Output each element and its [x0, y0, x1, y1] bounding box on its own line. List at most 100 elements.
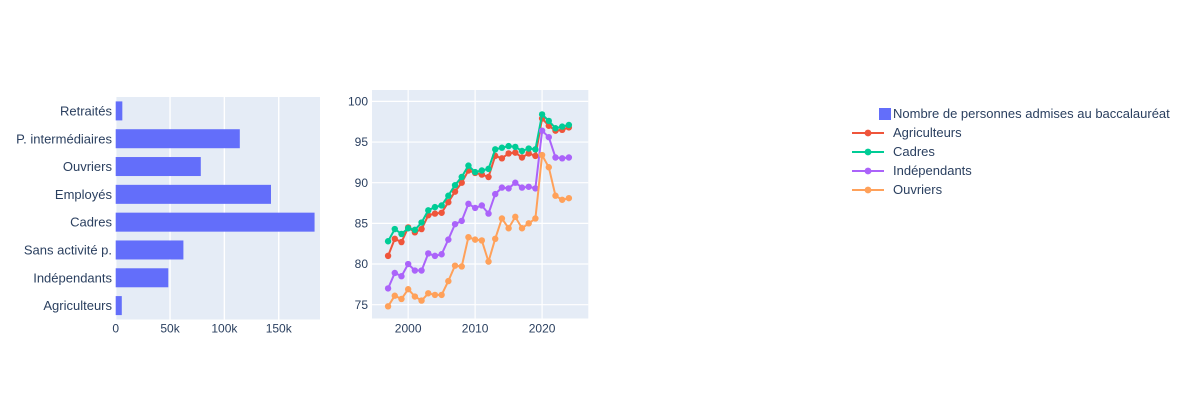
marker[interactable]: [492, 146, 499, 153]
marker[interactable]: [418, 225, 425, 233]
marker[interactable]: [525, 150, 532, 157]
line-series-ouvriers[interactable]: [387, 151, 570, 307]
marker[interactable]: [411, 226, 419, 234]
marker[interactable]: [505, 142, 512, 150]
bar-7[interactable]: [115, 296, 122, 316]
legend-item-bac-admissions[interactable]: Nombre de personnes admises au baccalaur…: [852, 104, 1170, 123]
marker[interactable]: [505, 150, 512, 157]
marker[interactable]: [465, 233, 472, 241]
marker[interactable]: [431, 203, 439, 211]
marker[interactable]: [438, 251, 445, 258]
marker[interactable]: [398, 238, 405, 246]
marker[interactable]: [512, 179, 519, 186]
marker[interactable]: [532, 146, 539, 153]
marker[interactable]: [411, 267, 419, 274]
marker[interactable]: [438, 291, 445, 299]
marker[interactable]: [478, 167, 486, 174]
marker[interactable]: [471, 204, 479, 212]
marker[interactable]: [565, 194, 573, 202]
marker[interactable]: [492, 190, 499, 198]
bar-1[interactable]: [115, 129, 240, 149]
marker[interactable]: [498, 215, 506, 222]
marker[interactable]: [438, 202, 445, 209]
marker[interactable]: [398, 230, 405, 238]
marker[interactable]: [451, 181, 459, 189]
marker[interactable]: [384, 285, 392, 292]
marker[interactable]: [525, 145, 532, 152]
marker[interactable]: [445, 236, 452, 243]
marker[interactable]: [425, 207, 432, 214]
marker[interactable]: [545, 164, 552, 171]
line-series-cadres[interactable]: [387, 112, 570, 242]
marker[interactable]: [565, 154, 573, 161]
marker[interactable]: [404, 260, 412, 268]
marker[interactable]: [518, 147, 526, 155]
marker[interactable]: [552, 125, 559, 132]
marker[interactable]: [458, 217, 465, 225]
marker[interactable]: [425, 250, 432, 257]
marker[interactable]: [498, 144, 506, 151]
marker[interactable]: [471, 236, 479, 243]
marker[interactable]: [532, 215, 539, 222]
marker[interactable]: [451, 262, 459, 269]
bar-2[interactable]: [115, 157, 201, 177]
marker[interactable]: [538, 111, 546, 118]
marker[interactable]: [552, 192, 559, 199]
marker[interactable]: [425, 290, 432, 297]
legend-item-agriculteurs[interactable]: Agriculteurs: [852, 123, 1170, 142]
marker[interactable]: [525, 220, 532, 227]
marker[interactable]: [418, 267, 425, 274]
marker[interactable]: [538, 127, 546, 134]
marker[interactable]: [418, 219, 425, 226]
marker[interactable]: [518, 154, 526, 161]
marker[interactable]: [438, 209, 445, 216]
marker[interactable]: [451, 188, 459, 195]
marker[interactable]: [458, 179, 465, 186]
marker[interactable]: [545, 133, 552, 141]
marker[interactable]: [538, 151, 546, 159]
marker[interactable]: [391, 292, 398, 299]
marker[interactable]: [431, 291, 439, 299]
marker[interactable]: [411, 293, 419, 300]
marker[interactable]: [445, 199, 452, 206]
legend-item-independants[interactable]: Indépendants: [852, 162, 1170, 181]
marker[interactable]: [398, 273, 405, 280]
bar-5[interactable]: [115, 240, 184, 260]
marker[interactable]: [391, 225, 398, 233]
bar-4[interactable]: [115, 212, 315, 232]
marker[interactable]: [465, 162, 472, 169]
marker[interactable]: [518, 225, 526, 232]
line-series-indépendants[interactable]: [387, 128, 570, 289]
marker[interactable]: [485, 165, 492, 173]
marker[interactable]: [498, 155, 506, 162]
marker[interactable]: [458, 173, 465, 181]
marker[interactable]: [485, 173, 492, 181]
bar-6[interactable]: [115, 268, 169, 288]
marker[interactable]: [512, 149, 519, 156]
marker[interactable]: [451, 220, 459, 228]
bar-0[interactable]: [115, 101, 123, 121]
marker[interactable]: [471, 168, 479, 176]
marker[interactable]: [391, 235, 398, 243]
marker[interactable]: [545, 117, 552, 125]
marker[interactable]: [431, 210, 439, 217]
marker[interactable]: [492, 235, 499, 243]
legend-item-cadres[interactable]: Cadres: [852, 142, 1170, 161]
marker[interactable]: [384, 252, 392, 260]
marker[interactable]: [391, 269, 398, 277]
marker[interactable]: [485, 258, 492, 265]
marker[interactable]: [558, 196, 566, 203]
marker[interactable]: [384, 303, 392, 310]
marker[interactable]: [532, 152, 539, 160]
marker[interactable]: [384, 238, 392, 245]
marker[interactable]: [558, 155, 566, 162]
marker[interactable]: [485, 210, 492, 217]
marker[interactable]: [404, 225, 412, 232]
legend-item-ouvriers[interactable]: Ouvriers: [852, 181, 1170, 200]
marker[interactable]: [552, 154, 559, 161]
marker[interactable]: [505, 225, 512, 232]
marker[interactable]: [512, 213, 519, 221]
marker[interactable]: [478, 202, 486, 209]
marker[interactable]: [518, 184, 526, 191]
marker[interactable]: [478, 237, 486, 244]
